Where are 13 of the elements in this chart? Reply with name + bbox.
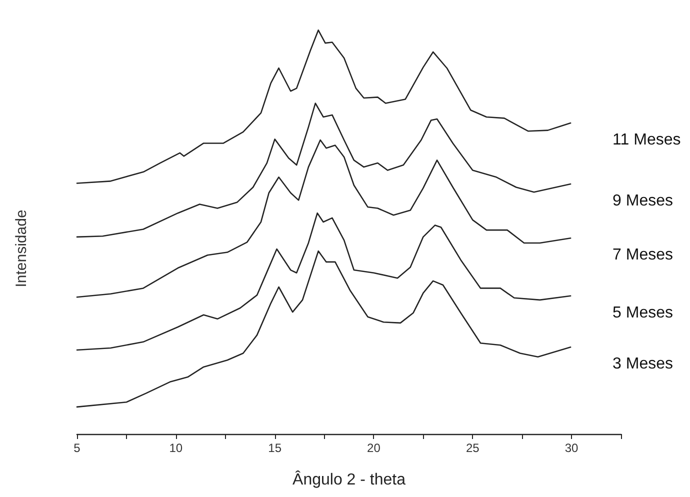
x-tick-label: 20 — [367, 441, 381, 455]
text: 9 Meses — [612, 192, 674, 210]
x-tick-label: 30 — [564, 441, 579, 455]
text: 7 Meses — [612, 246, 674, 264]
y-axis-title: Intensidade — [13, 210, 30, 288]
x-tick-label: 5 — [74, 441, 81, 455]
text: 5 Meses — [612, 304, 674, 322]
x-tick-label: 10 — [169, 441, 183, 455]
x-tick-label: 25 — [466, 441, 480, 455]
text: 3 Meses — [612, 356, 674, 373]
x-tick-label: 15 — [268, 441, 282, 455]
x-axis-title: Ângulo 2 - theta — [292, 470, 406, 488]
text: 11 Meses — [612, 132, 681, 149]
